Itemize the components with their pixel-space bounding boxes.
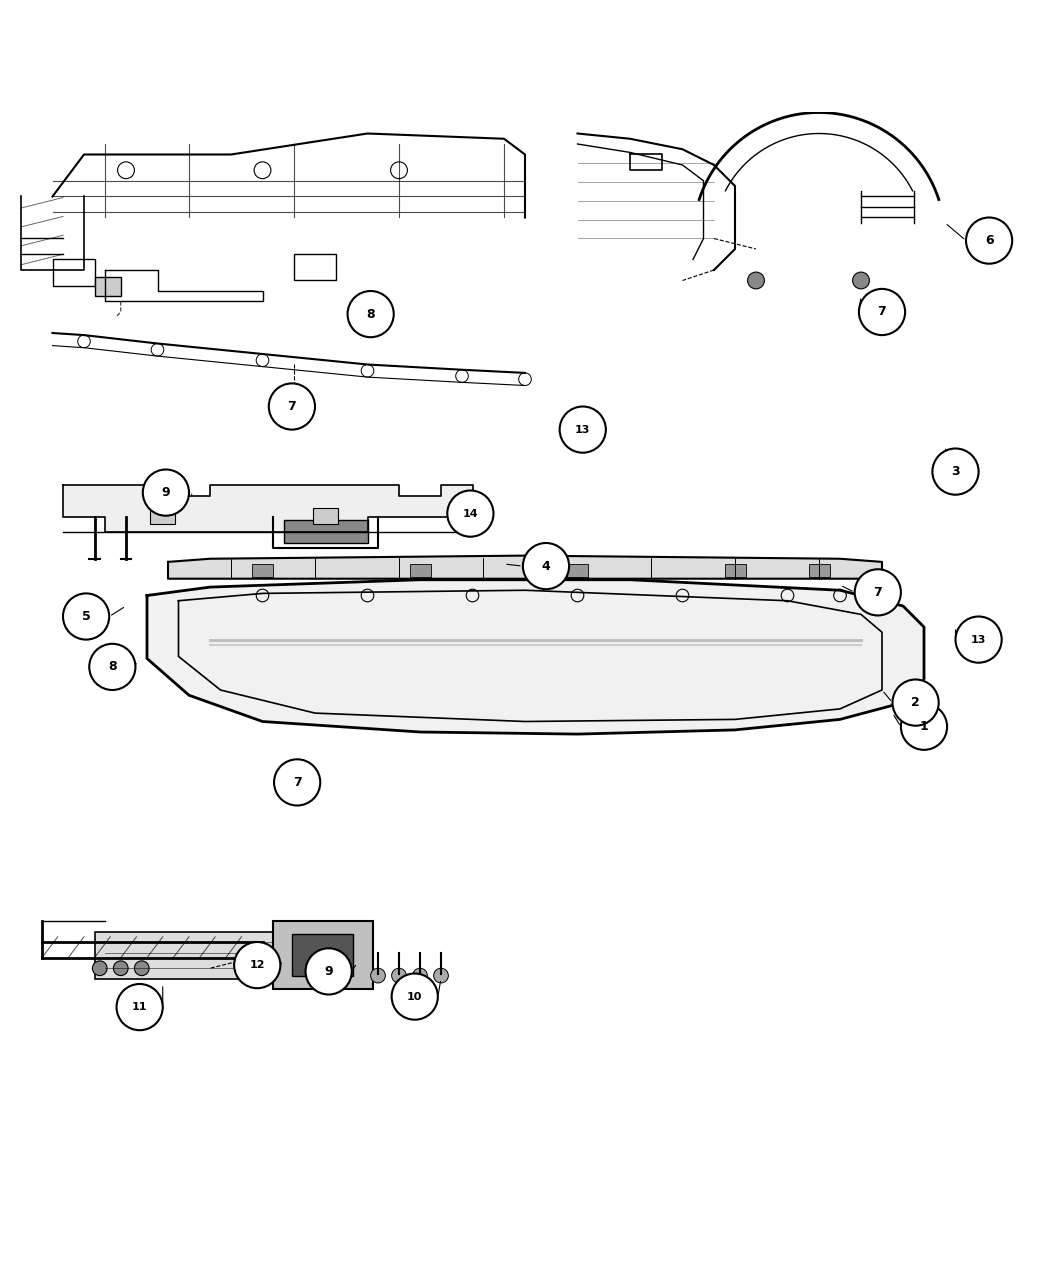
Circle shape — [63, 593, 109, 640]
Circle shape — [853, 272, 869, 289]
Circle shape — [348, 291, 394, 337]
Circle shape — [392, 974, 438, 1020]
Text: 7: 7 — [874, 585, 882, 599]
Text: 7: 7 — [288, 400, 296, 413]
Text: 8: 8 — [108, 660, 117, 673]
Bar — [150, 509, 175, 524]
Text: 11: 11 — [132, 1002, 147, 1012]
Circle shape — [89, 644, 135, 690]
Text: 1: 1 — [920, 720, 928, 733]
Bar — [94, 932, 284, 979]
Circle shape — [560, 407, 606, 453]
Circle shape — [447, 491, 494, 537]
Circle shape — [859, 289, 905, 335]
Circle shape — [306, 949, 352, 995]
Circle shape — [748, 272, 764, 289]
Bar — [273, 921, 373, 989]
Bar — [410, 564, 430, 576]
Polygon shape — [168, 556, 882, 579]
Bar — [52, 260, 94, 286]
Text: 13: 13 — [971, 635, 986, 645]
Circle shape — [956, 617, 1002, 663]
Circle shape — [134, 961, 149, 975]
Bar — [292, 933, 353, 975]
Polygon shape — [147, 580, 924, 734]
Circle shape — [371, 968, 385, 983]
Circle shape — [269, 384, 315, 430]
Bar — [252, 564, 273, 576]
Text: 12: 12 — [250, 960, 265, 970]
Text: 4: 4 — [542, 560, 550, 572]
Bar — [808, 564, 830, 576]
Text: 2: 2 — [911, 696, 920, 709]
Circle shape — [523, 543, 569, 589]
Circle shape — [117, 984, 163, 1030]
Bar — [284, 520, 367, 543]
Text: 9: 9 — [324, 965, 333, 978]
Circle shape — [892, 680, 939, 725]
Text: 3: 3 — [951, 465, 960, 478]
Circle shape — [966, 218, 1012, 264]
Circle shape — [234, 942, 280, 988]
Polygon shape — [63, 486, 472, 533]
Text: 7: 7 — [878, 306, 886, 319]
Text: 13: 13 — [575, 425, 590, 435]
Bar — [313, 509, 338, 524]
Circle shape — [855, 569, 901, 616]
Bar — [94, 278, 121, 296]
Text: 14: 14 — [463, 509, 478, 519]
Circle shape — [274, 760, 320, 806]
Bar — [294, 254, 336, 280]
Text: 5: 5 — [82, 609, 90, 623]
Bar — [567, 564, 588, 576]
Circle shape — [143, 469, 189, 515]
Circle shape — [113, 961, 128, 975]
Text: 6: 6 — [985, 235, 993, 247]
Circle shape — [413, 968, 427, 983]
Text: 9: 9 — [162, 486, 170, 499]
Circle shape — [92, 961, 107, 975]
Circle shape — [932, 449, 979, 495]
Circle shape — [434, 968, 448, 983]
Text: 7: 7 — [293, 776, 301, 789]
Circle shape — [392, 968, 406, 983]
Circle shape — [901, 704, 947, 750]
Bar — [724, 564, 746, 576]
Text: 8: 8 — [366, 307, 375, 320]
Text: 10: 10 — [407, 992, 422, 1002]
